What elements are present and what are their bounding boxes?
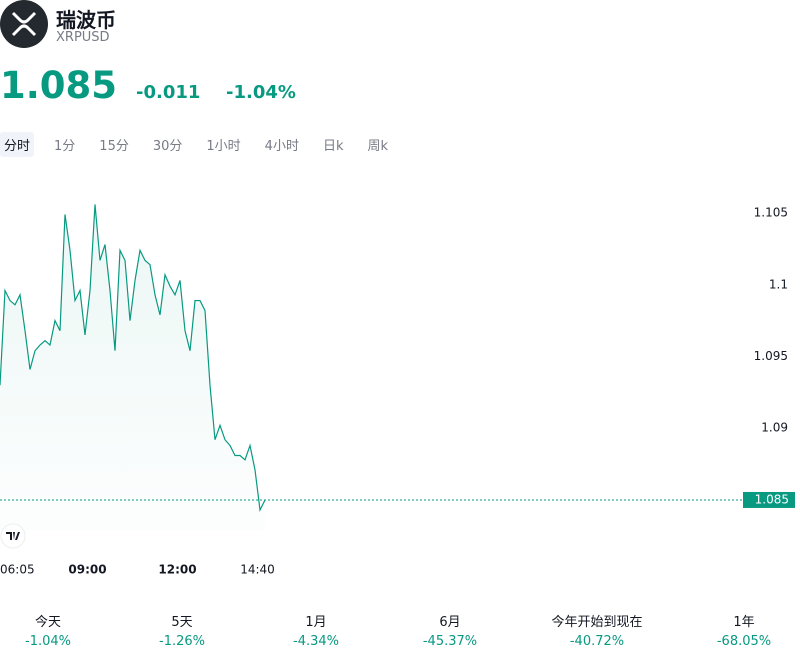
coin-name: 瑞波币	[56, 8, 116, 32]
performance-item[interactable]: 1年 -68.05%	[669, 611, 800, 649]
period-change: -68.05%	[716, 634, 772, 649]
tv-logo-mark	[6, 532, 20, 540]
last-price-label: 1.085	[755, 492, 789, 506]
y-tick-label: 1.1	[769, 277, 788, 291]
period-change: -4.34%	[293, 634, 339, 649]
x-tick-label: 12:00	[158, 563, 196, 577]
tab[interactable]: 4小时	[264, 139, 299, 154]
x-tick-label: 14:40	[240, 563, 275, 577]
y-tick-label: 1.105	[754, 206, 788, 220]
tab[interactable]: 15分	[99, 139, 129, 154]
performance-item[interactable]: 今天 -1.04%	[0, 611, 123, 649]
performance-item[interactable]: 6月 -45.37%	[375, 611, 525, 649]
period-change: -40.72%	[569, 634, 625, 649]
performance-item[interactable]: 1月 -4.34%	[241, 611, 391, 649]
symbol: XRPUSD	[56, 30, 110, 45]
period-change: -1.26%	[159, 634, 205, 649]
period-label: 1年	[733, 615, 755, 630]
chart: 1.105 1.1 1.095 1.09 06:05 09:00 12:00 14:40 1.0…	[0, 204, 795, 577]
x-tick-label: 09:00	[68, 563, 106, 577]
performance-item[interactable]: 今年开始到现在 -40.72%	[522, 611, 672, 649]
performance-item[interactable]: 5天 -1.26%	[107, 611, 257, 649]
period-change: -1.04%	[25, 634, 71, 649]
period-label: 1月	[305, 615, 327, 630]
period-label: 今天	[34, 615, 61, 630]
tab[interactable]: 1分	[54, 139, 76, 154]
change: -0.011	[136, 82, 201, 103]
area-fill	[0, 204, 265, 530]
tab[interactable]: 分时	[0, 132, 35, 157]
coin-icon	[0, 0, 48, 48]
period-change: -45.37%	[422, 634, 478, 649]
period-label: 6月	[439, 615, 461, 630]
change-percent: -1.04%	[226, 82, 296, 103]
tab[interactable]: 周k	[367, 139, 389, 154]
period-label: 5天	[171, 615, 193, 630]
tab[interactable]: 1小时	[206, 139, 241, 154]
y-tick-label: 1.095	[754, 349, 788, 363]
price: 1.085	[0, 64, 118, 107]
price-line	[0, 204, 266, 513]
tv-logo[interactable]	[0, 523, 26, 549]
period-label: 今年开始到现在	[551, 615, 643, 630]
tabs: 分时 1分 15分 30分 1小时 4小时 日k 周k	[0, 132, 392, 157]
tab[interactable]: 日k	[322, 139, 344, 154]
x-tick-label: 06:05	[0, 563, 35, 577]
last-price-box	[743, 491, 795, 508]
y-tick-label: 1.09	[761, 421, 788, 435]
tab[interactable]: 30分	[152, 139, 183, 154]
